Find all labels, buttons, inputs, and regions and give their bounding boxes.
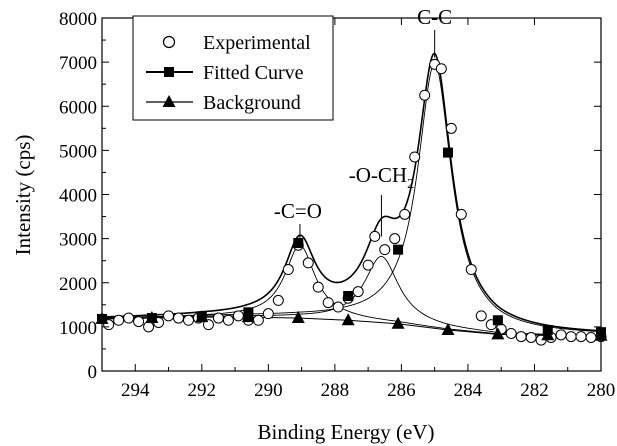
y-tick-label-5000: 5000 bbox=[59, 141, 97, 162]
background-marker-4 bbox=[291, 311, 305, 324]
experimental-point-7 bbox=[173, 312, 185, 324]
annotation-c-c: C-C bbox=[417, 5, 452, 29]
fitted-marker-7 bbox=[442, 147, 453, 158]
legend-marker-fitted-curve bbox=[164, 67, 174, 77]
y-tick-label-3000: 3000 bbox=[59, 230, 97, 251]
experimental-point-38 bbox=[475, 310, 487, 322]
background-marker-5 bbox=[341, 313, 355, 326]
y-tick-label-2000: 2000 bbox=[59, 274, 97, 295]
x-tick-label-280: 280 bbox=[587, 380, 616, 401]
y-tick-label-8000: 8000 bbox=[59, 9, 97, 30]
legend-item-experimental: Experimental bbox=[162, 32, 311, 54]
y-tick-label-0: 0 bbox=[88, 362, 98, 383]
x-tick-label-290: 290 bbox=[254, 380, 283, 401]
background-marker-1 bbox=[145, 311, 159, 324]
annotation-o-ch2-main: -O-CH bbox=[349, 163, 407, 187]
y-tick-label-4000: 4000 bbox=[59, 186, 97, 207]
experimental-point-49 bbox=[585, 331, 597, 343]
fitted-curve-line bbox=[101, 52, 602, 332]
background-marker-7 bbox=[441, 322, 455, 335]
annotation-o-ch2: -O-CH2 bbox=[349, 163, 414, 192]
experimental-point-42 bbox=[515, 331, 527, 343]
experimental-point-30 bbox=[399, 208, 411, 220]
experimental-point-47 bbox=[565, 331, 577, 343]
experimental-point-27 bbox=[369, 230, 381, 242]
y-tick-label-1000: 1000 bbox=[59, 318, 97, 339]
experimental-point-37 bbox=[465, 264, 477, 276]
experimental-point-4 bbox=[143, 321, 155, 333]
x-tick-label-288: 288 bbox=[321, 380, 350, 401]
x-tick-label-282: 282 bbox=[520, 380, 549, 401]
fitted-marker-4 bbox=[293, 238, 304, 249]
legend-label-experimental: Experimental bbox=[203, 32, 311, 54]
experimental-point-29 bbox=[389, 233, 401, 245]
experimental-point-10 bbox=[202, 319, 214, 331]
legend-item-background: Background bbox=[146, 92, 301, 114]
experimental-point-41 bbox=[505, 327, 517, 339]
experimental-point-11 bbox=[212, 312, 224, 324]
legend-label-background: Background bbox=[203, 92, 301, 114]
x-tick-label-286: 286 bbox=[387, 380, 416, 401]
experimental-point-48 bbox=[575, 331, 587, 343]
experimental-point-36 bbox=[455, 208, 467, 220]
experimental-point-12 bbox=[222, 314, 234, 326]
x-tick-label-284: 284 bbox=[454, 380, 483, 401]
experimental-point-18 bbox=[282, 264, 294, 276]
x-tick-label-292: 292 bbox=[188, 380, 217, 401]
experimental-point-32 bbox=[419, 89, 431, 101]
component-curve-3 bbox=[101, 63, 602, 333]
background-marker-3 bbox=[241, 310, 255, 323]
experimental-point-26 bbox=[362, 259, 374, 271]
background-marker-9 bbox=[541, 328, 555, 341]
annotation-o-ch2-subscript: 2 bbox=[407, 177, 414, 192]
legend-marker-background bbox=[162, 95, 176, 107]
experimental-point-21 bbox=[312, 281, 324, 293]
experimental-point-6 bbox=[163, 310, 175, 322]
y-axis-label: Intensity (cps) bbox=[11, 135, 35, 256]
axes: 294 292 290 288 286 284 282 280 0 1000 2000 3000 400… bbox=[59, 9, 615, 401]
fitted-marker-5 bbox=[343, 290, 354, 301]
fitted-marker-8 bbox=[492, 315, 503, 326]
experimental-point-46 bbox=[555, 329, 567, 341]
fitted-marker-6 bbox=[393, 244, 404, 255]
legend-item-fitted-curve: Fitted Curve bbox=[146, 62, 304, 84]
legend-marker-experimental bbox=[162, 35, 176, 49]
experimental-point-31 bbox=[409, 151, 421, 163]
experimental-point-16 bbox=[262, 308, 274, 320]
y-tick-label-7000: 7000 bbox=[59, 53, 97, 74]
x-axis-label: Binding Energy (eV) bbox=[258, 420, 435, 444]
experimental-point-13 bbox=[232, 310, 244, 322]
experimental-point-35 bbox=[445, 122, 457, 134]
experimental-point-8 bbox=[182, 314, 194, 326]
background-marker-2 bbox=[195, 310, 209, 323]
legend-label-fitted-curve: Fitted Curve bbox=[203, 62, 304, 84]
experimental-point-1 bbox=[113, 314, 125, 326]
experimental-point-34 bbox=[435, 63, 447, 75]
annotation-c-o: -C=O bbox=[274, 199, 322, 223]
experimental-point-2 bbox=[123, 312, 135, 324]
experimental-point-28 bbox=[379, 244, 391, 256]
experimental-point-20 bbox=[302, 257, 314, 269]
experimental-point-23 bbox=[332, 301, 344, 313]
experimental-point-22 bbox=[322, 297, 334, 309]
experimental-point-15 bbox=[252, 314, 264, 326]
experimental-point-17 bbox=[272, 294, 284, 306]
x-tick-label-294: 294 bbox=[121, 380, 150, 401]
experimental-point-3 bbox=[133, 316, 145, 328]
peak-annotations: C-C -O-CH2 -C=O bbox=[274, 5, 452, 223]
background-marker-6 bbox=[391, 316, 405, 329]
experimental-point-25 bbox=[352, 286, 364, 298]
y-tick-label-6000: 6000 bbox=[59, 97, 97, 118]
experimental-point-43 bbox=[525, 331, 537, 343]
legend: Experimental Fitted Curve Background bbox=[132, 15, 334, 121]
background-marker-8 bbox=[491, 327, 505, 340]
